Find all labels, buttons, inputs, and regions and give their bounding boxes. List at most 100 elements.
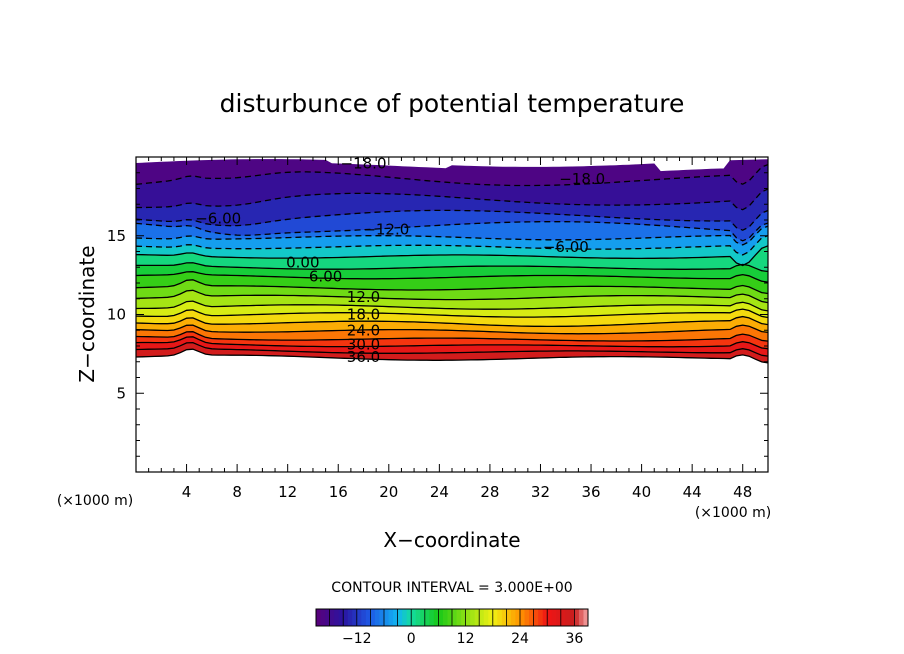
colorbar-step [438, 609, 444, 626]
contour-label: −18.0 [341, 154, 387, 172]
colorbar-step [329, 609, 335, 626]
colorbar-step [578, 609, 584, 626]
colorbar-tick-label: −12 [342, 631, 372, 647]
colorbar-step [583, 609, 589, 626]
colorbar-tick-label: 0 [407, 631, 416, 647]
colorbar-step [551, 609, 557, 626]
contour-line [136, 300, 768, 312]
colorbar-step [361, 609, 367, 626]
contour-label: 18.0 [347, 306, 380, 324]
colorbar-step [542, 609, 548, 626]
colorbar-step [325, 609, 330, 626]
contour-label: 12.0 [347, 288, 380, 306]
colorbar-step [411, 609, 417, 626]
colorbar-step [515, 609, 521, 626]
colorbar-step [565, 609, 571, 626]
colorbar-step [474, 609, 480, 626]
contour-label: 0.00 [286, 254, 319, 272]
contour-line [136, 271, 768, 283]
colorbar-step [497, 609, 503, 626]
colorbar-step [429, 609, 435, 626]
contour-line [136, 245, 768, 267]
contour-line [136, 289, 768, 304]
colorbar-step [483, 609, 489, 626]
x-tick-label: 40 [632, 483, 651, 501]
contour-label: −6.00 [543, 238, 589, 256]
colorbar-step [538, 609, 544, 626]
colorbar-tick-label: 36 [565, 631, 583, 647]
x-tick-label: 28 [480, 483, 499, 501]
colorbar-step [547, 609, 553, 626]
colorbar-step [370, 609, 376, 626]
contour-line [136, 336, 768, 350]
contour-lines [136, 163, 768, 364]
contour-line [136, 308, 768, 319]
colorbar-step [442, 609, 448, 626]
x-tick-label: 4 [182, 483, 192, 501]
colorbar-step [397, 609, 403, 626]
contour-label: 36.0 [347, 348, 380, 366]
colorbar-step [465, 609, 471, 626]
colorbar-step [556, 609, 562, 626]
contour-line [136, 315, 768, 328]
contour-line [136, 348, 768, 364]
colorbar-step [420, 609, 426, 626]
y-axis-label: Z−coordinate [75, 245, 99, 382]
x-axis-label: X−coordinate [383, 528, 520, 552]
colorbar-step [447, 609, 453, 626]
colorbar-step [461, 609, 466, 626]
x-axis-ticks: 4 8 12 16 20 24 28 32 36 40 44 48 [148, 157, 756, 501]
colorbar-step [356, 609, 362, 626]
colorbar-ticks: −12 0 12 24 36 [342, 631, 583, 647]
y-tick-label: 15 [107, 227, 126, 245]
x-tick-label: 32 [531, 483, 550, 501]
y-tick-label: 5 [116, 384, 126, 402]
colorbar-step [388, 609, 394, 626]
contour-interval-text: CONTOUR INTERVAL = 3.000E+00 [331, 580, 572, 596]
colorbar-step [433, 609, 439, 626]
colorbar-step [320, 609, 326, 626]
plot-area: 36.030.024.018.012.0 6.000.00 −6.00 −6.00 −1… [107, 154, 769, 501]
colorbar-step [560, 609, 566, 626]
colorbar-step [510, 609, 516, 626]
x-tick-label: 36 [581, 483, 600, 501]
x-tick-label: 20 [379, 483, 398, 501]
chart-title: disturbunce of potential temperature [220, 89, 685, 118]
contour-labels: 36.030.024.018.012.0 6.000.00 −6.00 −6.00 −1… [195, 154, 605, 366]
colorbar-step [374, 609, 380, 626]
colorbar-step [569, 609, 575, 626]
colorbar-step [334, 609, 340, 626]
contour-label: 24.0 [347, 321, 380, 339]
colorbar-step [384, 609, 389, 626]
colorbar-step [488, 609, 494, 626]
colorbar-step [492, 609, 498, 626]
contour-label: −18.0 [559, 170, 605, 188]
colorbar-step [501, 609, 507, 626]
contour-line [136, 234, 768, 256]
y-axis-ticks: 5 10 15 [107, 172, 768, 457]
colorbar-step [352, 609, 358, 626]
colorbar-step [393, 609, 398, 626]
contour-line [136, 262, 768, 273]
contour-line [136, 331, 768, 342]
x-tick-label: 24 [430, 483, 449, 501]
colorbar-steps [315, 608, 589, 627]
y-unit-label: (×1000 m) [57, 493, 133, 509]
contour-label: 6.00 [309, 268, 342, 286]
colorbar-step [402, 609, 408, 626]
contour-line [136, 279, 768, 295]
y-tick-label: 10 [107, 306, 126, 324]
contour-label: 30.0 [347, 335, 380, 353]
contour-line [136, 188, 768, 211]
x-tick-label: 16 [329, 483, 348, 501]
contour-line [136, 225, 768, 246]
colorbar-step [529, 609, 534, 626]
colorbar-tick-label: 12 [457, 631, 475, 647]
contour-label: −6.00 [195, 209, 241, 227]
contour-line [136, 341, 768, 357]
colorbar-step [316, 609, 321, 626]
colorbar-step [520, 609, 525, 626]
x-unit-label: (×1000 m) [695, 505, 771, 521]
contour-line [136, 324, 768, 335]
